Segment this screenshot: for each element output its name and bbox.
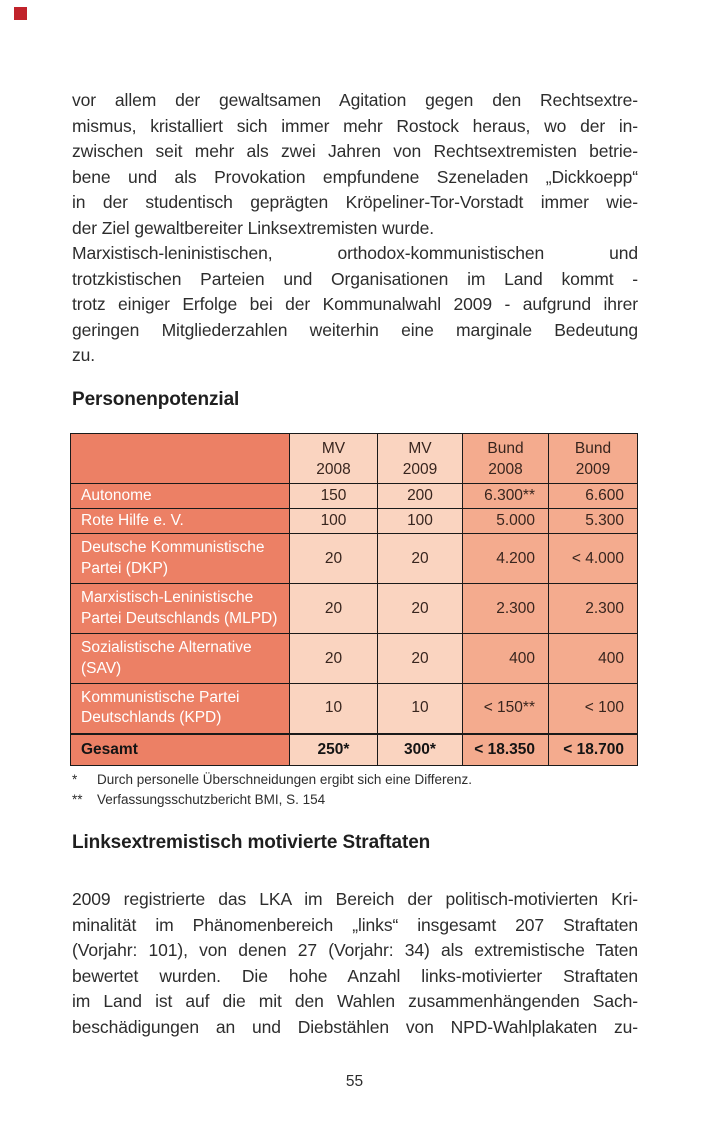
- table-corner-cell: [70, 433, 290, 484]
- value-cell: 10: [289, 683, 378, 734]
- table-row-sav: Sozialistische Alternative (SAV) 20 20 4…: [70, 633, 638, 684]
- footnote-marker: **: [72, 792, 83, 807]
- table-row-kpd: Kommunistische Partei Deutschlands (KPD)…: [70, 683, 638, 734]
- value-cell: 400: [548, 633, 638, 684]
- row-label-cell: Rote Hilfe e. V.: [70, 508, 290, 534]
- row-label-cell: Deutsche Kommunistische Partei (DKP): [70, 533, 290, 584]
- text-line: 2009 registrierte das LKA im Bereich der…: [72, 889, 638, 909]
- value-cell: 20: [377, 583, 463, 634]
- text-line: mismus, kristalliert sich immer mehr Ros…: [72, 115, 638, 136]
- col-header-line: Bund: [574, 439, 612, 457]
- col-header-bund-2009: Bund 2009: [548, 433, 638, 484]
- text-line: der Ziel gewaltbereiter Linksextremisten…: [72, 217, 434, 238]
- table-row-rote-hilfe: Rote Hilfe e. V. 100 100 5.000 5.300: [70, 508, 638, 534]
- text-line: geringen Mitgliederzahlen weiterhin eine…: [72, 319, 638, 340]
- heading-straftaten: Linksextremistisch motivierte Straftaten: [72, 832, 431, 853]
- footnotes: * Durch personelle Überschneidungen ergi…: [72, 770, 638, 810]
- value-cell: 10: [377, 683, 463, 734]
- text-line: bene und als Provokation empfundene Szen…: [72, 166, 638, 187]
- value-cell: 250*: [289, 732, 378, 766]
- value-cell: 100: [289, 508, 378, 534]
- row-label-cell: Gesamt: [70, 732, 290, 766]
- col-header-line: 2008: [316, 460, 351, 478]
- value-cell: 20: [289, 633, 378, 684]
- value-cell: 4.200: [462, 533, 549, 584]
- value-cell: 20: [377, 633, 463, 684]
- value-cell: 100: [377, 508, 463, 534]
- text-line: in der studentisch geprägten Kröpeliner-…: [72, 192, 638, 212]
- value-cell: 2.300: [462, 583, 549, 634]
- col-header-line: Bund: [487, 439, 524, 457]
- value-cell: 20: [289, 583, 378, 634]
- footnote-marker: *: [72, 772, 78, 787]
- table-row-dkp: Deutsche Kommunistische Partei (DKP) 20 …: [70, 533, 638, 584]
- col-header-line: MV: [408, 439, 432, 457]
- text-line: vor allem der gewaltsamen Agitation gege…: [72, 90, 638, 110]
- page-number: 55: [345, 1073, 364, 1090]
- text-line: im Land ist auf die mit den Wahlen zusam…: [72, 991, 638, 1011]
- value-cell: 5.000: [462, 508, 549, 534]
- value-cell: < 100: [548, 683, 638, 734]
- footnote-text: Verfassungsschutzbericht BMI, S. 154: [97, 792, 326, 807]
- text-line: zu.: [72, 345, 96, 365]
- text-line: bewertet wurden. Die hohe Anzahl links-m…: [72, 965, 638, 986]
- text-line: trotz einiger Erfolge bei der Kommunalwa…: [72, 294, 638, 314]
- value-cell: 6.600: [548, 483, 638, 509]
- value-cell: 200: [377, 483, 463, 509]
- text-line: (Vorjahr: 101), von denen 27 (Vorjahr: 3…: [72, 940, 638, 960]
- value-cell: 6.300**: [462, 483, 549, 509]
- paragraph-block-agitation: vor allem der gewaltsamen Agitation gege…: [72, 88, 638, 369]
- text-line: zwischen seit mehr als zwei Jahren von R…: [72, 141, 638, 161]
- value-cell: < 4.000: [548, 533, 638, 584]
- page-corner-marker: [14, 7, 27, 20]
- table-row-mlpd: Marxistisch-Leninistische Partei Deutsch…: [70, 583, 638, 634]
- value-cell: 2.300: [548, 583, 638, 634]
- value-cell: < 18.350: [462, 732, 549, 766]
- row-label-cell: Autonome: [70, 483, 290, 509]
- footnote-text: Durch personelle Überschneidungen ergibt…: [97, 772, 472, 787]
- heading-personenpotenzial: Personenpotenzial: [72, 389, 240, 410]
- table-header-row: MV 2008 MV 2009 Bund 2008 Bund 2009: [70, 433, 638, 484]
- paragraph-block-straftaten: 2009 registrierte das LKA im Bereich der…: [72, 887, 638, 1040]
- col-header-line: 2008: [488, 460, 523, 478]
- col-header-mv-2009: MV 2009: [377, 433, 463, 484]
- text-line: Marxistisch-leninistischen, orthodox-kom…: [72, 243, 638, 263]
- table-row-autonome: Autonome 150 200 6.300** 6.600: [70, 483, 638, 509]
- col-header-line: MV: [321, 439, 346, 457]
- footnote-2: ** Verfassungsschutzbericht BMI, S. 154: [72, 790, 638, 810]
- col-header-mv-2008: MV 2008: [289, 433, 378, 484]
- text-line: minalität im Phänomenbereich „links“ ins…: [72, 914, 638, 935]
- value-cell: 5.300: [548, 508, 638, 534]
- text-line: beschädigungen an und Diebstählen von NP…: [72, 1016, 638, 1037]
- value-cell: 400: [462, 633, 549, 684]
- col-header-line: 2009: [402, 460, 438, 478]
- row-label-cell: Sozialistische Alternative (SAV): [70, 633, 290, 684]
- personenpotenzial-table: MV 2008 MV 2009 Bund 2008 Bund 2009 Auto…: [70, 433, 638, 766]
- table-row-gesamt: Gesamt 250* 300* < 18.350 < 18.700: [70, 732, 638, 766]
- value-cell: 20: [289, 533, 378, 584]
- value-cell: < 18.700: [548, 732, 638, 766]
- value-cell: 20: [377, 533, 463, 584]
- value-cell: 300*: [377, 732, 463, 766]
- row-label-cell: Marxistisch-Leninistische Partei Deutsch…: [70, 583, 290, 634]
- value-cell: < 150**: [462, 683, 549, 734]
- col-header-line: 2009: [575, 460, 611, 478]
- col-header-bund-2008: Bund 2008: [462, 433, 549, 484]
- row-label-cell: Kommunistische Partei Deutschlands (KPD): [70, 683, 290, 734]
- value-cell: 150: [289, 483, 378, 509]
- footnote-1: * Durch personelle Überschneidungen ergi…: [72, 770, 638, 790]
- text-line: trotzkistischen Parteien und Organisatio…: [72, 268, 638, 289]
